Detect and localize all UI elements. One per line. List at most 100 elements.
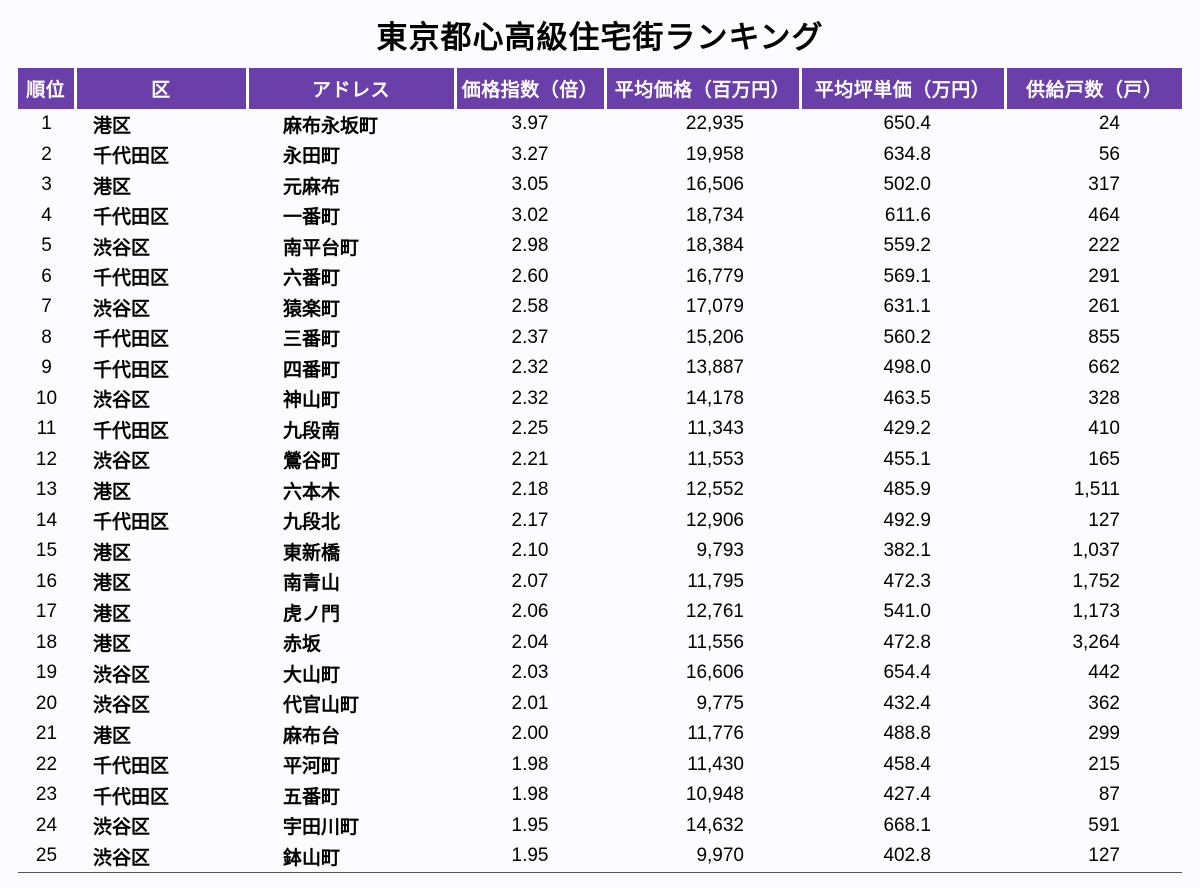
cell-price_index: 2.37 <box>511 326 549 348</box>
cell-price_index: 2.32 <box>511 357 549 379</box>
cell-units: 56 <box>1098 143 1120 165</box>
cell-units: 855 <box>1088 326 1120 348</box>
cell-address: 鶯谷町 <box>283 451 341 473</box>
cell-price_index: 1.95 <box>455 841 605 873</box>
ranking-table: 順位区アドレス 価格指数（倍） 平均価格（百万円） 平均坪単価（万円） 供給戸数（戸） … <box>18 68 1182 873</box>
cell-tsubo_price: 498.0 <box>883 357 931 379</box>
cell-units: 1,173 <box>1072 601 1120 623</box>
cell-tsubo_price: 541.0 <box>883 601 931 623</box>
cell-tsubo_price: 402.8 <box>800 841 1005 873</box>
cell-ward: 渋谷区 <box>93 817 151 839</box>
cell-rank: 18 <box>35 631 58 653</box>
cell-address: 宇田川町 <box>283 817 360 839</box>
cell-tsubo_price: 432.4 <box>883 692 931 714</box>
cell-ward: 港区 <box>93 481 132 503</box>
table-row: 15 港区 東新橋 2.10 9,793 382.1 1,037 <box>18 536 1182 567</box>
cell-rank: 2 <box>41 143 52 165</box>
cell-price_index: 3.97 <box>511 113 549 135</box>
table-header-row: 順位区アドレス 価格指数（倍） 平均価格（百万円） 平均坪単価（万円） 供給戸数（戸） <box>18 68 1182 109</box>
cell-price_index: 1.98 <box>511 753 549 775</box>
cell-address: 猿楽町 <box>283 298 341 320</box>
cell-avg_price: 9,970 <box>605 841 800 873</box>
cell-rank: 15 <box>35 540 58 562</box>
page-title: 東京都心高級住宅街ランキング <box>376 20 824 55</box>
cell-rank: 1 <box>41 113 52 135</box>
cell-tsubo_price: 485.9 <box>883 479 931 501</box>
cell-units: 261 <box>1088 296 1120 318</box>
cell-ward: 港区 <box>93 603 132 625</box>
cell-units: 662 <box>1088 357 1120 379</box>
cell-tsubo_price: 569.1 <box>883 265 931 287</box>
table-header: 順位区アドレス 価格指数（倍） 平均価格（百万円） 平均坪単価（万円） 供給戸数（戸） <box>18 68 1182 109</box>
cell-ward: 渋谷区 <box>93 695 151 717</box>
cell-avg_price: 12,906 <box>685 509 744 531</box>
cell-price_index: 3.02 <box>511 204 549 226</box>
cell-rank: 8 <box>41 326 52 348</box>
cell-tsubo_price: 455.1 <box>883 448 931 470</box>
cell-address: 平河町 <box>283 756 341 778</box>
cell-price_index: 2.10 <box>511 540 549 562</box>
cell-rank: 16 <box>35 570 58 592</box>
cell-rank: 17 <box>35 601 58 623</box>
table-row: 16 港区 南青山 2.07 11,795 472.3 1,752 <box>18 567 1182 598</box>
table-row: 5 渋谷区 南平台町 2.98 18,384 559.2 222 <box>18 231 1182 262</box>
cell-address: 四番町 <box>283 359 341 381</box>
cell-rank: 9 <box>41 357 52 379</box>
cell-ward: 千代田区 <box>93 359 170 381</box>
table-row: 2 千代田区 永田町 3.27 19,958 634.8 56 <box>18 140 1182 171</box>
cell-units: 1,752 <box>1072 570 1120 592</box>
cell-address: 代官山町 <box>283 695 360 717</box>
cell-ward: 港区 <box>93 634 132 656</box>
table-row: 23 千代田区 五番町 1.98 10,948 427.4 87 <box>18 780 1182 811</box>
cell-address: 大山町 <box>283 664 341 686</box>
cell-price_index: 2.60 <box>511 265 549 287</box>
cell-ward: 渋谷区 <box>93 298 151 320</box>
cell-avg_price: 14,632 <box>685 814 744 836</box>
cell-units: 127 <box>1005 841 1182 873</box>
cell-rank: 20 <box>35 692 58 714</box>
cell-ward: 千代田区 <box>93 420 170 442</box>
table-row: 10 渋谷区 神山町 2.32 14,178 463.5 328 <box>18 384 1182 415</box>
cell-ward: 千代田区 <box>93 786 170 808</box>
cell-price_index: 3.05 <box>511 174 549 196</box>
cell-avg_price: 16,779 <box>685 265 744 287</box>
cell-price_index: 2.25 <box>511 418 549 440</box>
cell-address: 東新橋 <box>283 542 341 564</box>
cell-avg_price: 19,958 <box>685 143 744 165</box>
table-row: 11 千代田区 九段南 2.25 11,343 429.2 410 <box>18 414 1182 445</box>
cell-ward: 港区 <box>93 115 132 137</box>
cell-tsubo_price: 634.8 <box>883 143 931 165</box>
cell-ward: 千代田区 <box>93 268 170 290</box>
cell-avg_price: 15,206 <box>685 326 744 348</box>
cell-rank: 19 <box>35 662 58 684</box>
column-header-ward: 区 <box>73 68 247 109</box>
cell-price_index: 3.27 <box>511 143 549 165</box>
cell-tsubo_price: 382.1 <box>883 540 931 562</box>
cell-address: 九段北 <box>283 512 341 534</box>
column-header-address: アドレス <box>245 68 455 109</box>
cell-units: 299 <box>1088 723 1120 745</box>
cell-units: 1,511 <box>1073 479 1120 501</box>
cell-tsubo_price: 472.8 <box>883 631 931 653</box>
page: 東京都心高級住宅街ランキング 順位区アドレス 価格指数（倍） 平均価格（百万円） 平均… <box>0 12 1200 873</box>
cell-units: 87 <box>1098 784 1120 806</box>
table-row: 22 千代田区 平河町 1.98 11,430 458.4 215 <box>18 750 1182 781</box>
cell-tsubo_price: 559.2 <box>883 235 931 257</box>
cell-avg_price: 12,761 <box>685 601 744 623</box>
cell-price_index: 2.03 <box>511 662 549 684</box>
cell-avg_price: 17,079 <box>685 296 744 318</box>
cell-ward: 港区 <box>93 542 132 564</box>
cell-price_index: 2.07 <box>511 570 549 592</box>
cell-price_index: 2.18 <box>511 479 549 501</box>
cell-ward: 渋谷区 <box>93 237 151 259</box>
cell-rank: 4 <box>41 204 52 226</box>
cell-price_index: 2.17 <box>511 509 549 531</box>
table-row: 6 千代田区 六番町 2.60 16,779 569.1 291 <box>18 262 1182 293</box>
table-row: 7 渋谷区 猿楽町 2.58 17,079 631.1 261 <box>18 292 1182 323</box>
column-header-avg_price: 平均価格（百万円） <box>603 68 800 109</box>
cell-rank: 3 <box>41 174 52 196</box>
cell-ward: 千代田区 <box>93 207 170 229</box>
table-row: 4 千代田区 一番町 3.02 18,734 611.6 464 <box>18 201 1182 232</box>
table-row: 13 港区 六本木 2.18 12,552 485.9 1,511 <box>18 475 1182 506</box>
cell-units: 328 <box>1088 387 1120 409</box>
